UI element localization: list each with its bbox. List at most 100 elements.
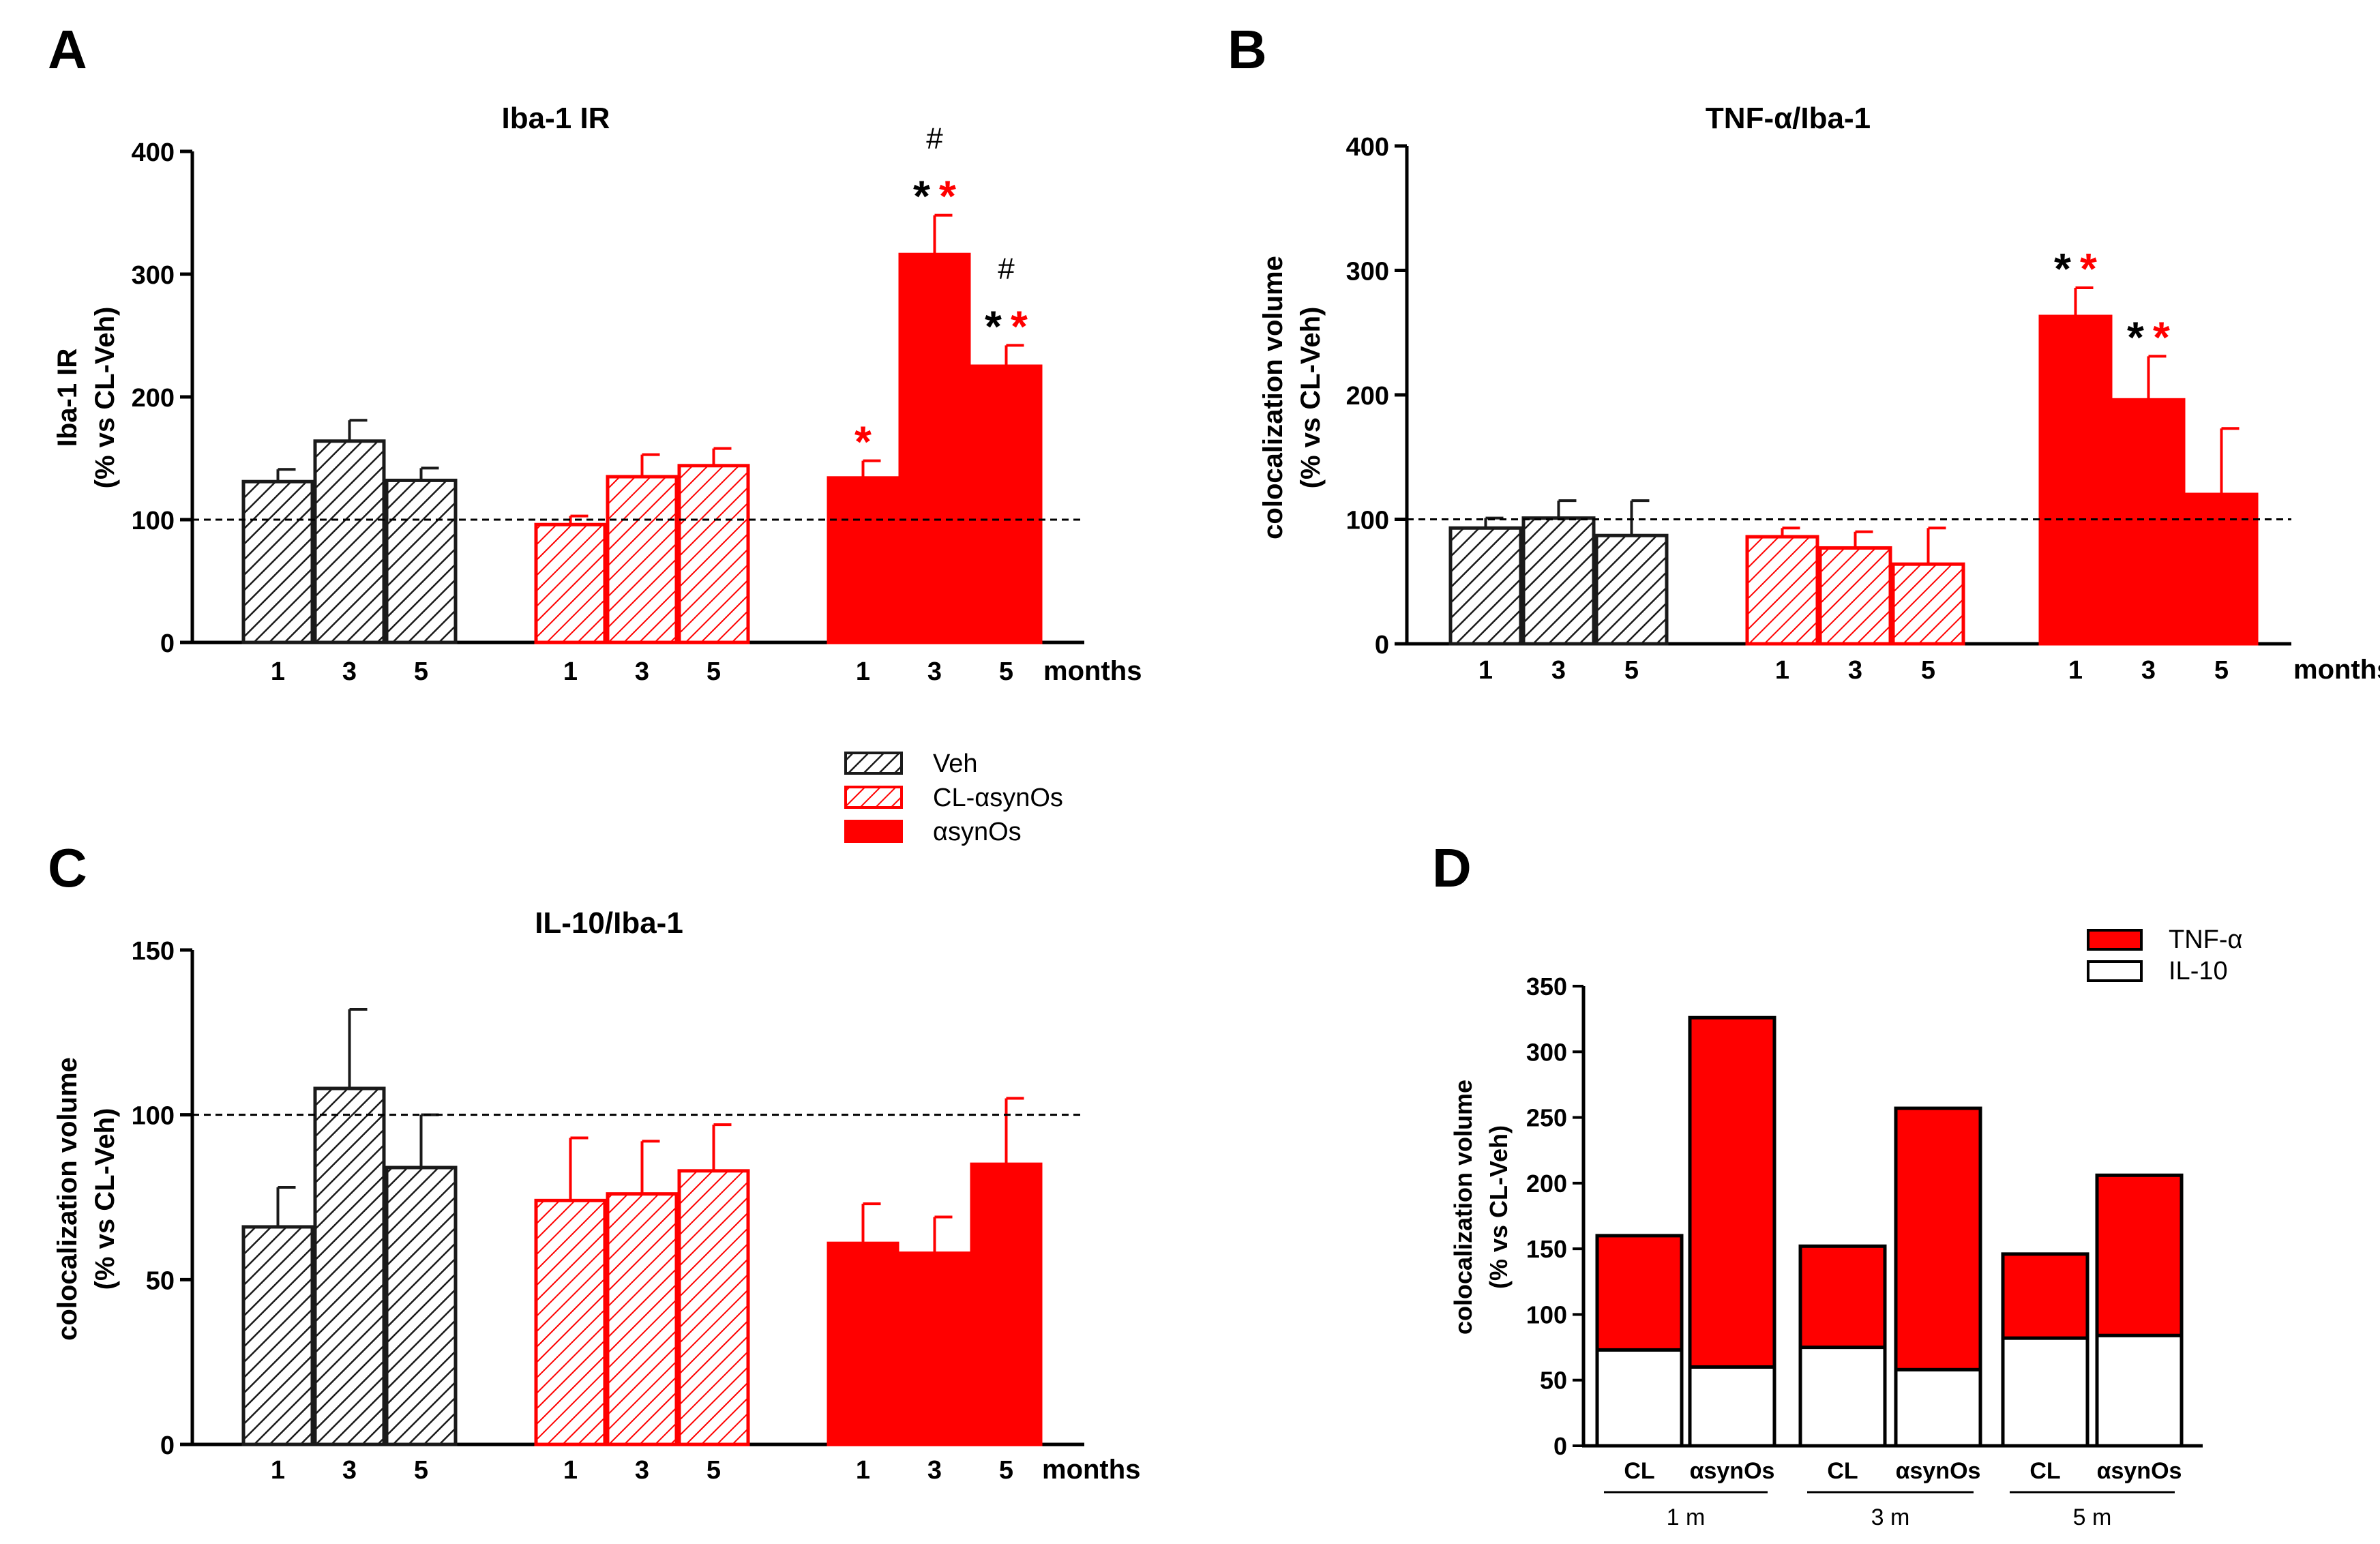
legend-label-il10: IL-10 [2169,957,2228,985]
panel-letter-c: C [48,837,87,898]
significance-mark: # [926,122,943,155]
x-tick-label: CL [1624,1458,1654,1484]
significance-mark: * [2080,244,2097,293]
x-tick-label: 3 [635,1456,649,1485]
panel-letter-b: B [1228,19,1267,80]
x-tick-label: 1 [271,1456,285,1485]
bar-αsynOs-3 [2111,398,2186,646]
y-tick-label: 250 [1526,1104,1567,1132]
group-label: 3 m [1871,1504,1910,1530]
stacked-bar-il10 [1894,1367,1982,1448]
y-tick-label: 400 [1346,133,1389,162]
bar-CL-αsynOs-3 [606,475,679,644]
x-tick-label: CL [2029,1458,2060,1484]
x-tick-label: 5 [706,1456,721,1485]
legend-swatch-cl [844,786,903,809]
bar-αsynOs-3 [898,1251,971,1446]
stacked-bar-il10 [1595,1348,1684,1448]
y-tick-label: 100 [1346,507,1389,535]
bar-Veh-5 [385,1166,458,1446]
bar-Veh-5 [1594,533,1669,646]
bar-αsynOs-5 [2184,492,2259,646]
panel-letter-d: D [1432,837,1472,898]
bar-αsynOs-1 [827,476,899,644]
stacked-bar-tnf [1688,1015,1776,1369]
stacked-bar-tnf [2095,1173,2184,1337]
x-tick-label: 3 [2141,656,2156,685]
x-tick-label: 3 [1848,656,1862,685]
x-tick-label: 1 [856,1456,870,1485]
panel-a-title: Iba-1 IR [502,102,610,135]
significance-mark: * [939,172,956,221]
x-tick-label: 5 [2214,656,2229,685]
y-tick-label: 50 [146,1266,175,1295]
y-tick-label: 100 [1526,1301,1567,1328]
panel-a: A Iba-1 IR Iba-1 IR (% vs CL-Veh) 0 100 20… [48,19,1142,686]
x-tick-label: 5 [999,657,1013,686]
stacked-bar-il10 [2001,1336,2089,1448]
legend-label-asyn: αsynOs [933,818,1022,846]
panel-d: D colocalization volume (% vs CL-Veh) 0 5… [1432,837,2243,1530]
legend-label-veh: Veh [933,749,978,778]
panel-letter-a: A [48,19,87,80]
x-tick-label: αsynOs [1896,1458,1981,1484]
x-tick-label: 3 [342,657,357,686]
y-tick-label: 0 [1553,1432,1567,1460]
significance-mark: * [985,301,1002,351]
x-tick-label: CL [1827,1458,1858,1484]
panel-b-title: TNF-α/Iba-1 [1706,102,1871,135]
stacked-bar-tnf [2001,1252,2089,1340]
y-tick-label: 0 [160,629,175,658]
bar-Veh-5 [385,478,458,644]
bar-Veh-1 [241,1225,314,1446]
x-tick-label: 3 [927,1456,942,1485]
y-tick-label: 200 [1526,1170,1567,1198]
y-tick-label: 200 [1346,382,1389,411]
x-tick-label: 3 [635,657,649,686]
panel-c-plot: 0 50 100 150 1 3 5 1 3 5 1 3 5 [132,937,1084,1485]
significance-mark: * [2054,244,2071,293]
x-tick-label: 1 [2068,656,2083,685]
bar-Veh-3 [313,1086,386,1446]
legend-swatch-tnf [2087,929,2143,951]
x-tick-label: 1 [563,1456,578,1485]
legend-label-cl: CL-αsynOs [933,784,1063,812]
stacked-bar-il10 [1688,1365,1776,1448]
x-tick-label: 1 [1775,656,1789,685]
panel-a-xunit: months [1043,656,1142,686]
x-tick-label: 5 [1624,656,1639,685]
bar-CL-αsynOs-1 [534,1198,607,1446]
panel-d-ylabel-line2: (% vs CL-Veh) [1485,1125,1513,1289]
y-tick-label: 150 [1526,1235,1567,1263]
significance-mark: # [998,252,1015,285]
x-tick-label: 5 [706,657,721,686]
legend-swatch-il10 [2087,960,2143,982]
y-tick-label: 150 [132,937,175,966]
group-legend: Veh CL-αsynOs αsynOs [844,749,1063,846]
significance-mark: * [913,172,930,221]
panel-a-ylabel-line2: (% vs CL-Veh) [90,307,120,489]
x-tick-label: 1 [856,657,870,686]
x-tick-label: 5 [414,1456,428,1485]
panel-c-ylabel-line1: colocalization volume [53,1057,83,1341]
panel-d-plot: 0 50 100 150 200 250 300 350 CL αsynOs CL αsynOs CL α… [1526,973,2203,1530]
panel-b: B TNF-α/Iba-1 colocalization volume (% v… [1228,19,2380,685]
bar-αsynOs-5 [970,364,1043,644]
panel-c-title: IL-10/Iba-1 [535,906,683,940]
y-tick-label: 100 [132,1102,175,1131]
bar-CL-αsynOs-1 [1745,535,1819,646]
y-tick-label: 300 [1346,258,1389,286]
y-tick-label: 0 [1375,631,1389,659]
legend-swatch-asyn [844,820,903,843]
x-tick-label: 5 [414,657,428,686]
bar-Veh-3 [313,439,386,644]
legend-label-tnf: TNF-α [2169,925,2243,954]
panel-c-ylabel-line2: (% vs CL-Veh) [90,1108,120,1290]
bar-CL-αsynOs-1 [534,522,607,644]
stacked-bar-il10 [2095,1333,2184,1448]
y-tick-label: 400 [132,138,175,167]
y-tick-label: 350 [1526,973,1567,1000]
stacked-bar-tnf [1798,1244,1887,1350]
